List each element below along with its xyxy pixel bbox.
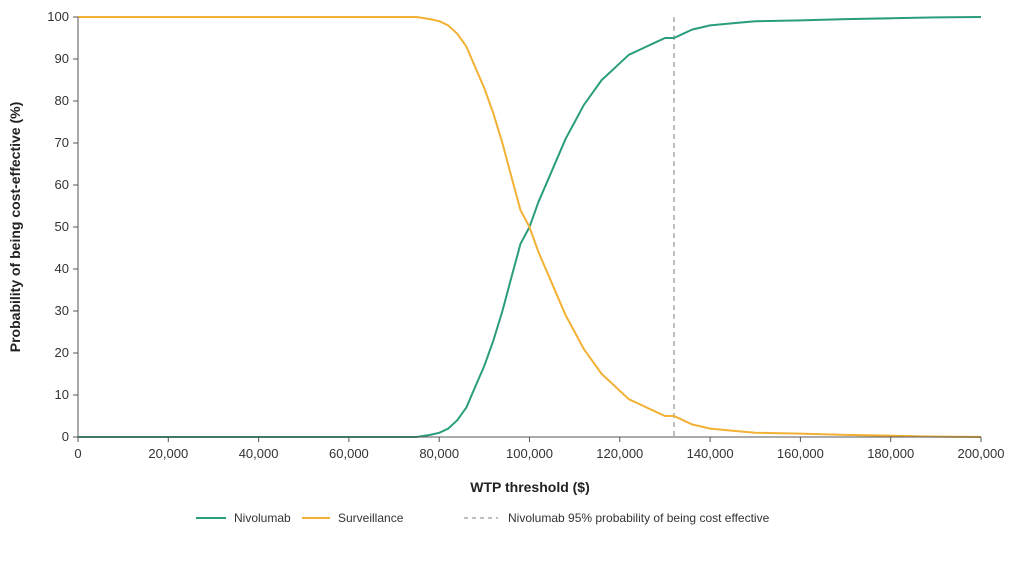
y-axis-title: Probability of being cost-effective (%)	[7, 102, 23, 352]
y-tick-label: 40	[55, 261, 69, 276]
x-tick-label: 200,000	[958, 446, 1005, 461]
x-tick-label: 160,000	[777, 446, 824, 461]
plot-area	[78, 16, 982, 438]
x-axis-title: WTP threshold ($)	[470, 479, 590, 495]
series-line-surveillance	[78, 16, 982, 438]
x-tick-label: 0	[74, 446, 81, 461]
y-tick-label: 0	[62, 429, 69, 444]
y-tick-label: 10	[55, 387, 69, 402]
y-tick-label: 20	[55, 345, 69, 360]
y-tick-label: 80	[55, 93, 69, 108]
x-tick-label: 100,000	[506, 446, 553, 461]
axes: 0 20,000 40,000 60,000 80,000 100,000 120,000 1…	[47, 9, 1004, 461]
x-tick-label: 140,000	[687, 446, 734, 461]
y-tick-label: 60	[55, 177, 69, 192]
x-tick-label: 20,000	[148, 446, 188, 461]
x-tick-label: 60,000	[329, 446, 369, 461]
x-tick-label: 120,000	[596, 446, 643, 461]
legend: Nivolumab Surveillance Nivolumab 95% pro…	[196, 511, 770, 525]
y-tick-label: 70	[55, 135, 69, 150]
y-tick-label: 30	[55, 303, 69, 318]
legend-label-nivolumab: Nivolumab	[234, 511, 291, 525]
y-tick-label: 90	[55, 51, 69, 66]
legend-label-surveillance: Surveillance	[338, 511, 404, 525]
series-line-nivolumab	[78, 16, 982, 438]
y-tick-label: 50	[55, 219, 69, 234]
chart: 0 20,000 40,000 60,000 80,000 100,000 120,000 1…	[7, 9, 1005, 525]
x-tick-label: 80,000	[419, 446, 459, 461]
x-tick-label: 180,000	[867, 446, 914, 461]
x-tick-label: 40,000	[239, 446, 279, 461]
legend-label-reference: Nivolumab 95% probability of being cost …	[508, 511, 770, 525]
y-tick-label: 100	[47, 9, 69, 24]
